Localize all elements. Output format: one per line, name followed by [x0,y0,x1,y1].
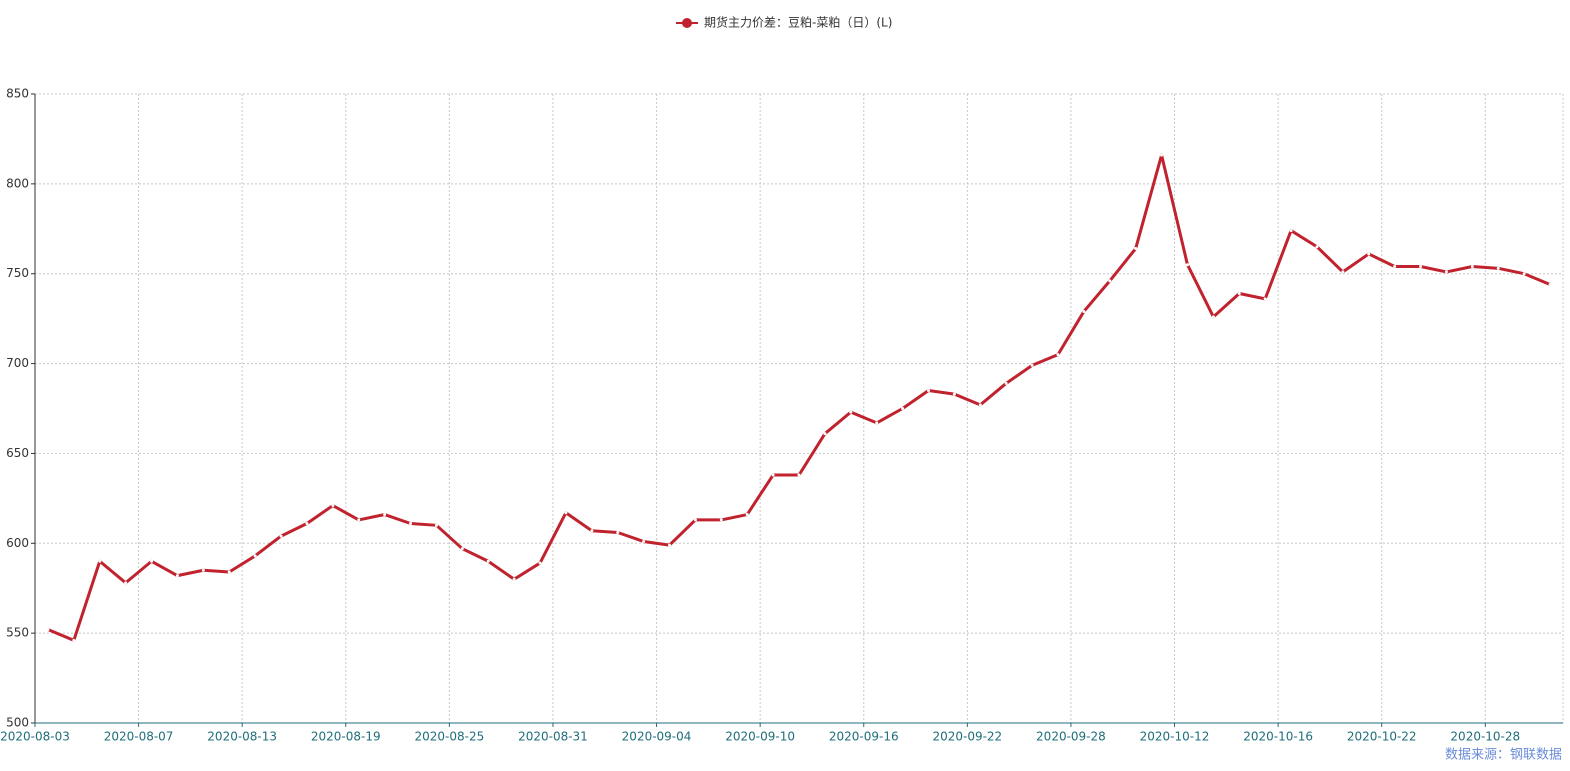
data-point [1522,272,1526,276]
legend-marker [682,18,692,28]
data-point [590,529,594,533]
data-point [46,628,50,632]
data-point [901,407,905,410]
x-tick-label: 2020-09-10 [725,730,795,744]
data-point [486,559,490,563]
data-point [72,638,76,642]
x-tick-label: 2020-08-19 [311,730,381,744]
data-point [668,543,672,547]
source-note: 数据来源：钢联数据 [1445,748,1562,763]
x-tick-label: 2020-08-25 [414,730,484,744]
x-tick-label: 2020-09-16 [829,730,899,744]
y-tick-label: 800 [6,176,29,190]
data-point [1160,153,1164,157]
x-tick-label: 2020-10-28 [1450,730,1520,744]
data-point [331,504,335,508]
data-point [1134,247,1138,251]
data-point [1263,297,1267,301]
x-tick-label: 2020-08-07 [104,730,174,744]
data-point [642,539,646,543]
data-point [1056,353,1060,357]
x-tick-label: 2020-10-22 [1347,730,1417,744]
data-point [1367,252,1371,256]
data-point [150,559,154,563]
data-point [98,559,102,563]
series-line [47,153,1551,642]
data-point [797,473,801,477]
data-point [175,574,179,578]
x-tick-label: 2020-08-31 [518,730,588,744]
data-point [1470,265,1474,269]
x-tick-label: 2020-08-13 [207,730,277,744]
data-point [1289,229,1293,233]
data-point [1393,265,1397,269]
data-point [538,561,542,565]
data-point [357,518,361,522]
y-tick-label: 750 [6,266,29,280]
data-point [409,522,413,526]
data-point [253,554,257,558]
data-point [978,403,982,407]
data-point [1108,279,1112,283]
y-tick-label: 550 [6,626,29,640]
data-point [1444,270,1448,274]
data-point [1185,263,1189,267]
data-point [1496,266,1500,270]
data-point [1237,291,1241,295]
data-point [227,570,231,574]
data-point [1082,309,1086,313]
x-tick-label: 2020-09-22 [932,730,1002,744]
data-point [1211,315,1215,319]
data-point [875,421,879,425]
data-point [719,518,723,522]
data-point [1315,245,1319,249]
data-point [512,577,516,581]
data-point [771,473,775,477]
x-tick-label: 2020-09-04 [622,730,692,744]
data-point [201,568,205,572]
data-point [1004,381,1008,385]
data-point [460,547,464,551]
y-tick-label: 600 [6,536,29,550]
legend-label[interactable]: 期货主力价差：豆粕-菜粕（日）(L) [704,15,892,30]
y-tick-label: 700 [6,356,29,370]
data-point [823,432,827,436]
y-tick-label: 850 [6,87,29,101]
data-point [693,518,697,522]
data-point [1341,270,1345,274]
y-tick-label: 500 [6,716,29,730]
data-point [849,410,853,414]
data-point [745,513,749,517]
data-point [952,392,956,396]
data-point [383,513,387,517]
data-point [926,389,930,393]
y-tick-label: 650 [6,446,29,460]
data-point [434,523,438,527]
data-point [1419,265,1423,269]
x-tick-label: 2020-08-03 [0,730,70,744]
data-point [279,534,283,538]
x-tick-label: 2020-09-28 [1036,730,1106,744]
x-tick-label: 2020-10-12 [1140,730,1210,744]
x-tick-label: 2020-10-16 [1243,730,1313,744]
data-point [616,531,620,535]
data-point [564,511,568,515]
data-point [1030,363,1034,367]
data-point [305,522,309,526]
data-point [1548,282,1552,286]
data-point [124,581,128,585]
